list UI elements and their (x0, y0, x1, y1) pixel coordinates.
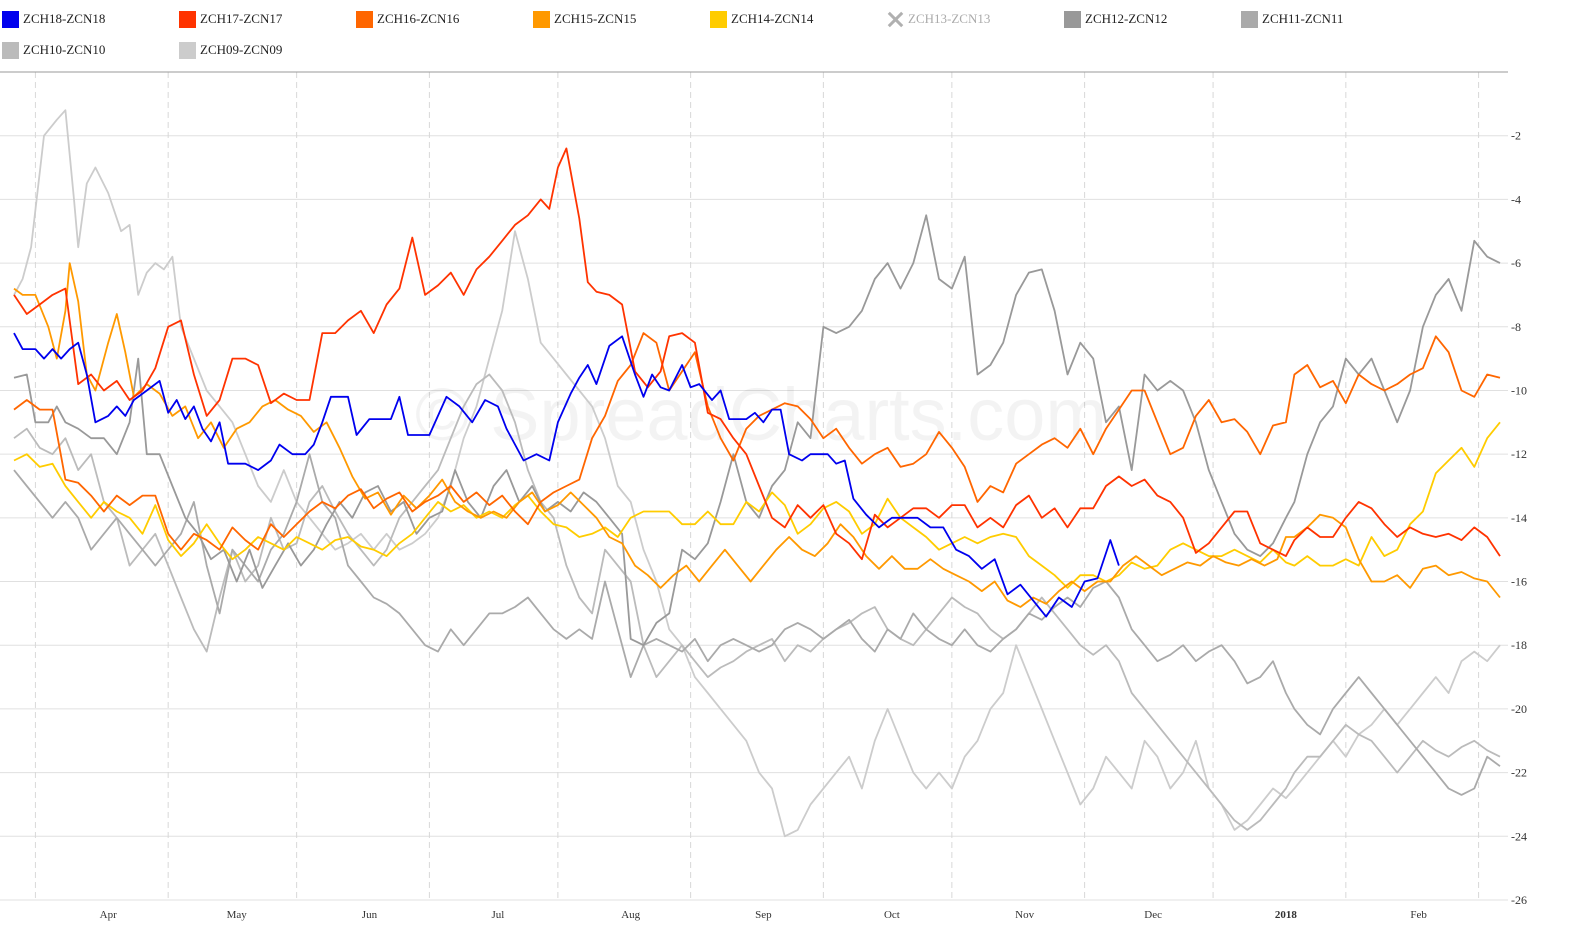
legend-item-zch17-zcn17[interactable]: ZCH17-ZCN17 (179, 8, 282, 30)
legend-swatch (887, 10, 904, 28)
legend-label: ZCH11-ZCN11 (1262, 11, 1344, 26)
legend-item-zch14-zcn14[interactable]: ZCH14-ZCN14 (710, 8, 813, 30)
legend-label: ZCH13-ZCN13 (908, 11, 991, 26)
x-tick-label: Sep (755, 909, 772, 921)
legend-item-zch12-zcn12[interactable]: ZCH12-ZCN12 (1064, 8, 1167, 30)
series-line-zch11-zcn11 (13, 453, 1501, 796)
legend-item-zch13-zcn13[interactable]: ZCH13-ZCN13 (887, 8, 990, 30)
legend-swatch (1241, 10, 1258, 28)
series-line-zch15-zcn15 (13, 262, 1501, 608)
y-tick-label: -10 (1511, 383, 1527, 397)
legend-swatch (710, 10, 727, 28)
y-tick-label: -16 (1511, 575, 1527, 589)
legend-swatch (179, 41, 196, 59)
y-tick-label: -8 (1511, 320, 1521, 334)
legend-label: ZCH15-ZCN15 (554, 11, 637, 26)
x-tick-label: Apr (100, 909, 117, 921)
series-lines (13, 109, 1501, 838)
x-tick-label: Oct (884, 909, 900, 921)
series-line-zch16-zcn16 (13, 332, 1501, 551)
x-tick-label: 2018 (1275, 909, 1298, 921)
x-tick-label: Jul (491, 909, 504, 921)
y-tick-label: -26 (1511, 893, 1527, 907)
gridlines (0, 72, 1508, 901)
series-line-zch09-zcn09 (13, 109, 1501, 838)
axes: -2 -4 -6 -8 -10 -12 -14 -16 -18 -20 -22 -24 -26 Apr Ma… (0, 71, 1527, 921)
legend-swatch (2, 10, 19, 28)
legend-item-zch16-zcn16[interactable]: ZCH16-ZCN16 (356, 8, 459, 30)
legend-swatch (356, 10, 373, 28)
y-tick-label: -20 (1511, 702, 1527, 716)
legend-swatch (179, 10, 196, 28)
legend-item-zch18-zcn18[interactable]: ZCH18-ZCN18 (2, 8, 105, 30)
legend-swatch (2, 41, 19, 59)
series-line-zch18-zcn18 (13, 332, 1120, 618)
series-line-zch14-zcn14 (13, 421, 1501, 589)
y-tick-label: -6 (1511, 256, 1521, 270)
y-tick-label: -24 (1511, 829, 1527, 843)
legend-item-zch15-zcn15[interactable]: ZCH15-ZCN15 (533, 8, 636, 30)
y-tick-label: -14 (1511, 511, 1527, 525)
y-tick-label: -12 (1511, 447, 1527, 461)
series-line-zch10-zcn10 (13, 373, 1501, 831)
x-tick-label: Dec (1144, 909, 1162, 921)
series-line-zch17-zcn17 (13, 147, 1501, 561)
x-tick-label: Jun (362, 909, 378, 921)
legend-label: ZCH16-ZCN16 (377, 11, 460, 26)
legend-item-zch10-zcn10[interactable]: ZCH10-ZCN10 (2, 39, 105, 61)
legend-label: ZCH14-ZCN14 (731, 11, 814, 26)
x-tick-label: Feb (1410, 909, 1427, 921)
legend-label: ZCH18-ZCN18 (23, 11, 106, 26)
legend-swatch (533, 10, 550, 28)
legend-label: ZCH09-ZCN09 (200, 42, 283, 57)
y-tick-label: -22 (1511, 766, 1527, 780)
legend-label: ZCH12-ZCN12 (1085, 11, 1168, 26)
legend-item-zch11-zcn11[interactable]: ZCH11-ZCN11 (1241, 8, 1343, 30)
legend-label: ZCH10-ZCN10 (23, 42, 106, 57)
chart-legend: ZCH18-ZCN18 ZCH17-ZCN17 ZCH16-ZCN16 ZCH15-Z… (0, 8, 1510, 68)
legend-item-zch09-zcn09[interactable]: ZCH09-ZCN09 (179, 39, 282, 61)
x-tick-label: Aug (621, 909, 640, 921)
x-tick-label: Nov (1015, 909, 1034, 921)
y-tick-label: -2 (1511, 129, 1521, 143)
legend-label: ZCH17-ZCN17 (200, 11, 283, 26)
y-tick-label: -4 (1511, 192, 1521, 206)
legend-swatch (1064, 10, 1081, 28)
x-tick-label: May (227, 909, 248, 921)
y-tick-label: -18 (1511, 638, 1527, 652)
